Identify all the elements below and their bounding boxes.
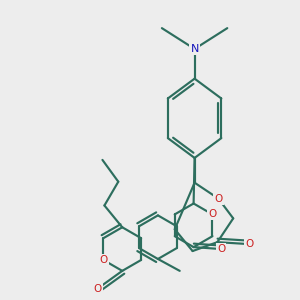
Text: N: N (190, 44, 199, 54)
Text: O: O (208, 209, 217, 219)
Text: O: O (93, 284, 102, 294)
Text: O: O (217, 244, 226, 254)
Text: O: O (245, 239, 253, 249)
Text: O: O (214, 194, 223, 203)
Text: O: O (99, 255, 107, 265)
